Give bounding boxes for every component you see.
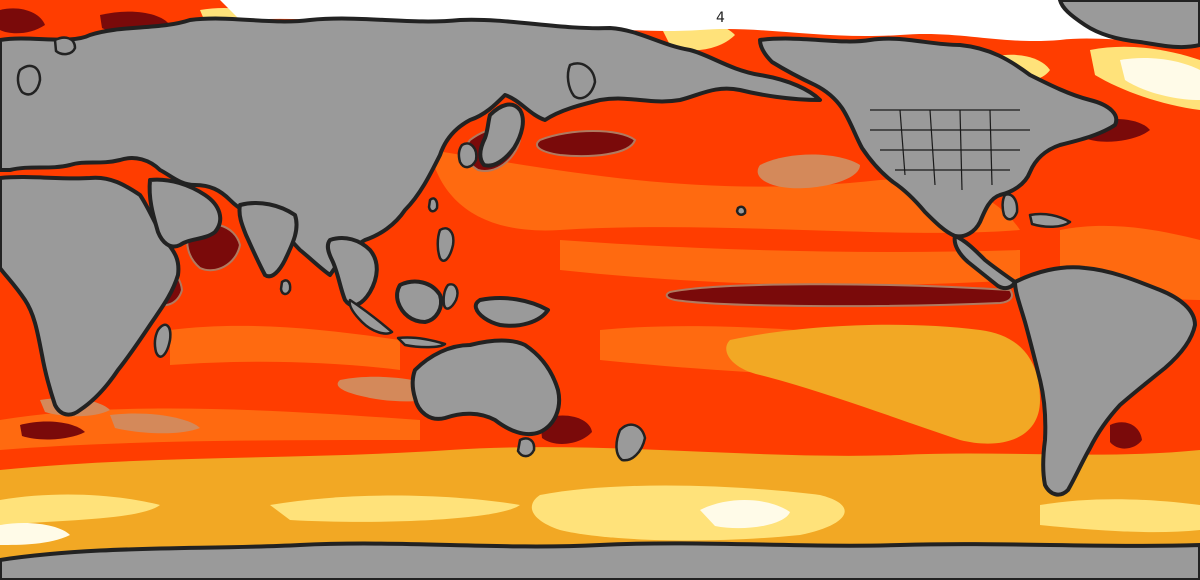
tan-patch-south-indian <box>110 413 200 434</box>
land-greenland <box>1058 0 1200 50</box>
tan-patch-north-pacific <box>757 154 860 189</box>
cool-spot-arctic <box>1120 58 1200 100</box>
contour-label: 4 <box>716 10 725 26</box>
land-sumatra <box>348 298 394 335</box>
land-philippines <box>436 227 455 262</box>
land-sulawesi <box>442 283 459 310</box>
hot-spot-equatorial-pacific <box>665 283 1013 308</box>
land-eurasia <box>0 16 822 277</box>
cool-spot-south-pacific <box>700 500 790 529</box>
land-australia <box>410 338 561 437</box>
land-taiwan <box>427 197 439 213</box>
east-pacific-warm-tongue <box>726 324 1040 444</box>
land-iceland <box>53 36 77 56</box>
hot-spot-kuroshio <box>535 130 637 158</box>
hot-spot-south-atlantic <box>1110 422 1142 449</box>
land-madagascar <box>153 323 172 358</box>
land-south-america <box>1013 265 1197 497</box>
land-florida <box>1001 193 1019 221</box>
land-new-zealand <box>615 423 647 462</box>
land-java <box>396 336 447 349</box>
land-korea <box>457 142 478 169</box>
ocean-band-north-pacific <box>430 150 1020 233</box>
ocean-band-equatorial <box>560 240 1020 286</box>
land-cuba <box>1028 212 1072 228</box>
land-borneo <box>394 279 443 324</box>
land-kamchatka <box>566 62 597 100</box>
land-africa <box>0 175 181 417</box>
land-uk <box>16 64 42 96</box>
land-sri-lanka <box>279 279 292 296</box>
us-state-borders <box>870 109 1030 191</box>
land-north-america <box>758 36 1119 239</box>
ocean-band-indian <box>170 325 400 370</box>
land-india <box>237 201 299 279</box>
hot-spot-north-atlantic <box>0 8 45 34</box>
ocean-band-south-indian <box>0 408 420 450</box>
land-antarctica <box>0 541 1200 580</box>
arctic-ice <box>220 0 1200 42</box>
land-central-america <box>952 234 1017 291</box>
cool-spot-southern-ocean <box>0 523 70 545</box>
land-arabia <box>147 177 223 249</box>
land-new-guinea <box>473 296 550 328</box>
land-tasmania <box>516 437 536 458</box>
pale-band-south-atlantic <box>1040 499 1200 533</box>
hot-spot-south-indian <box>20 421 85 440</box>
land-hawaii <box>735 205 747 216</box>
land-japan <box>478 102 525 168</box>
pale-band-south-pacific <box>270 495 520 522</box>
pale-band-south-pacific-center <box>531 485 845 541</box>
pale-band-southern-ocean <box>0 494 160 525</box>
